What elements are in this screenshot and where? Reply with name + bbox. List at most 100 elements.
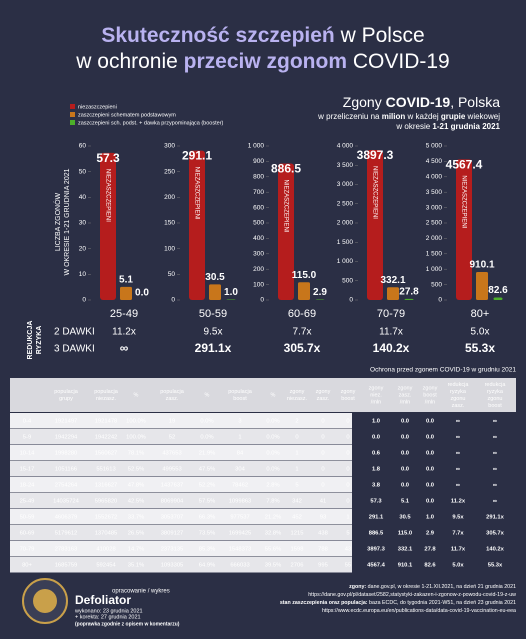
chart-subtitle-part: w okresie (395, 122, 432, 131)
table-cell: 1215 (291, 531, 304, 537)
table-cell: ∞ (493, 419, 497, 425)
table-cell: 7.7x (452, 531, 464, 537)
reduction-value: 55.3x (465, 341, 495, 355)
table-cell: 0.0% (266, 419, 279, 425)
table-cell: 0.0% (200, 419, 213, 425)
y-tick-label: 200 (253, 266, 264, 273)
y-tick-label: 400 (253, 235, 264, 242)
table-row-bg (10, 461, 352, 477)
y-tick-label: 0 (438, 297, 442, 304)
table-dark-cell (360, 429, 392, 445)
reduction-value: 291.1x (195, 341, 232, 355)
table-cell: 788 (318, 547, 328, 553)
bar (456, 159, 472, 300)
y-tick-label: 0 (260, 297, 264, 304)
y-tick-label: 2 500 (426, 220, 443, 227)
y-tick-label: 40 (79, 194, 87, 201)
value-label: 82.6 (488, 285, 508, 296)
table-cell: 452 (292, 515, 302, 521)
value-label: 30.5 (205, 272, 225, 283)
table-header-cell: niez. (370, 392, 382, 398)
table-header-cell: boost (233, 396, 247, 402)
value-label: 1.0 (224, 287, 238, 298)
x-tick-label: 80+ (471, 308, 490, 320)
table-row-bg (10, 509, 352, 525)
title-line-part: w ochronie (75, 50, 183, 73)
table-dark-cell (418, 525, 442, 541)
table-header-cell: /mln (400, 399, 410, 405)
footer-source-part: https://dane.gov.pl/pl/dataset/2582,stat… (308, 592, 516, 598)
bar (226, 299, 236, 300)
table-header-cell: niezasz. (96, 396, 117, 402)
footer-source: https://dane.gov.pl/pl/dataset/2582,stat… (308, 592, 516, 598)
table-cell: 342 (292, 499, 302, 505)
title-line-part: COVID-19 (347, 50, 450, 73)
table-cell: 3897.3 (367, 547, 386, 553)
table-header-cell: zgony (341, 389, 356, 395)
footer-note: (poprawka zgodnie z opisem w komentarzu) (75, 621, 180, 627)
table-cell: 1051166 (55, 467, 77, 473)
table-cell: 55 (345, 563, 351, 569)
bar-inner-label: NIEZASZCZEPIENI (371, 166, 377, 219)
table-header-cell: % (205, 392, 210, 398)
table-cell: 5 (295, 483, 298, 489)
table-cell: 82.6 (424, 563, 436, 569)
table-cell: 0 (346, 467, 349, 473)
bar (120, 286, 132, 300)
table-cell: 60-69 (20, 531, 35, 537)
table-dark-cell (418, 445, 442, 461)
y-tick-label: 60 (79, 143, 87, 150)
table-cell: 35.1% (128, 563, 144, 569)
table-dark-cell (442, 509, 474, 525)
table-cell: 0 (346, 483, 349, 489)
bar (387, 287, 399, 300)
table-cell: 78.1% (128, 451, 144, 457)
footer-source-part: zgony: (349, 584, 366, 590)
table-dark-cell (474, 429, 516, 445)
table-cell: 5965820 (95, 499, 118, 505)
table-cell: 80+ (22, 563, 32, 569)
table-cell: 0.0% (266, 435, 279, 441)
table-cell: 0.6 (372, 451, 381, 457)
title-line-part: przeciw zgonom (184, 50, 347, 73)
table-cell: 43 (345, 547, 351, 553)
table-dark-cell (392, 429, 418, 445)
table-cell: 1093305 (161, 563, 184, 569)
bar (298, 282, 310, 300)
table-dark-cell (392, 541, 418, 557)
y-axis-label: LICZBA ZGONÓW (53, 192, 62, 251)
table-row-bg (10, 413, 352, 429)
table-cell: ∞ (456, 451, 460, 457)
table-dark-cell (392, 413, 418, 429)
table-cell: 4567.4 (367, 563, 386, 569)
table-cell: 0.0 (401, 451, 409, 457)
table-cell: 3 (238, 419, 241, 425)
table-cell: 19 (169, 419, 175, 425)
table-cell: 0.0 (426, 435, 434, 441)
table-header-cell: boost (341, 396, 355, 402)
table-header-cell: redukcja (448, 382, 470, 388)
y-tick-label: 0 (171, 297, 175, 304)
table-header-cell: ryzyka (487, 389, 504, 395)
table-dark-cell (418, 461, 442, 477)
table-cell: 0.0 (401, 483, 409, 489)
table-dark-cell (418, 493, 442, 509)
bar (476, 271, 488, 300)
table-cell: ∞ (456, 435, 460, 441)
table-cell: 1099863 (229, 499, 252, 505)
chart-subtitle: w przeliczeniu na milion w każdej grupie… (317, 112, 500, 121)
table-cell: 0 (295, 435, 298, 441)
table-cell: 291.1x (486, 515, 505, 521)
table-cell: 39.5% (265, 563, 281, 569)
table-header-cell: % (134, 392, 139, 398)
table-dark-cell (418, 509, 442, 525)
table-cell: 100.0% (126, 419, 146, 425)
table-cell: 25-49 (20, 499, 35, 505)
table-cell: 910.1 (398, 563, 413, 569)
bar (493, 297, 503, 300)
table-cell: 85.3% (199, 547, 215, 553)
table-header-cell: zasz. (399, 392, 412, 398)
table-cell: 9.5x (452, 515, 464, 521)
reduction-value: 140.2x (373, 341, 410, 355)
title-line: Skuteczność szczepień w Polsce (101, 24, 424, 47)
